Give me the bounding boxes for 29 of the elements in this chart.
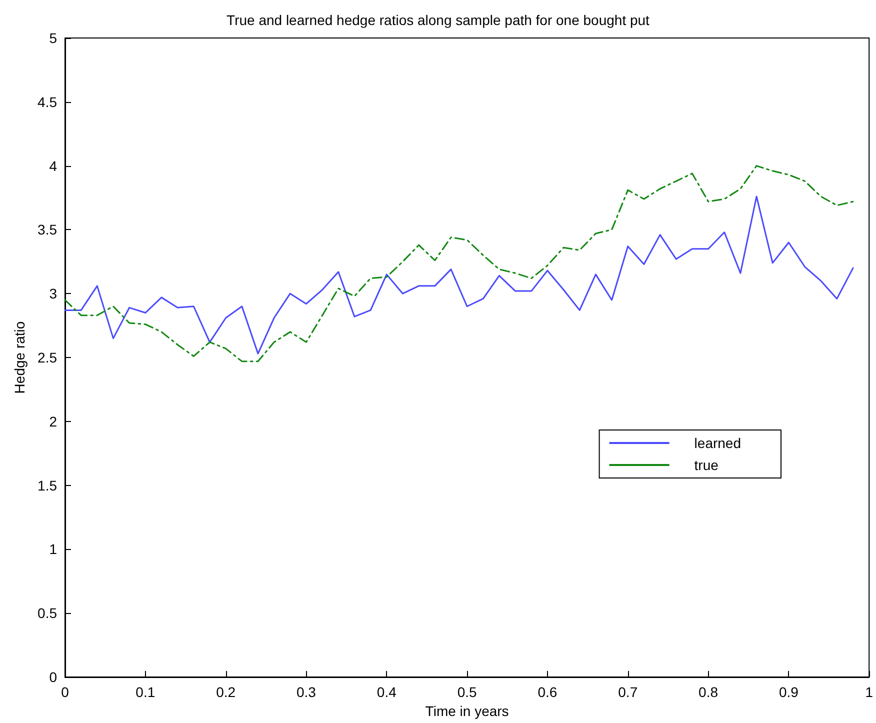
x-tick-label: 0 [61,684,70,700]
y-axis-title: Hedge ratio [12,321,28,394]
chart-title: True and learned hedge ratios along sample path for one bought put [226,12,650,28]
x-tick-label: 0.6 [538,684,558,700]
y-tick-label: 2 [49,413,58,430]
line-series [64,165,854,362]
x-axis-title: Time in years [425,702,509,719]
x-tick-label: 0.9 [778,684,799,700]
line-series [64,196,854,354]
y-tick-label: 4 [49,158,58,174]
legend-label: true [694,457,719,473]
x-tick-label: 0.4 [376,684,397,700]
y-tick-label: 2.5 [38,350,58,366]
x-tick-label: 0.8 [698,684,718,700]
y-tick-label: 1 [49,541,58,558]
x-tick-label: 0.5 [457,684,477,700]
y-tick-label: 1.5 [38,477,58,494]
x-tick-label: 1 [865,684,874,700]
y-tick-label: 0.5 [38,605,58,622]
x-tick-label: 0.1 [136,684,156,700]
y-tick-label: 5 [49,30,58,46]
y-tick-label: 3 [49,286,58,302]
x-tick-label: 0.2 [216,684,236,700]
y-tick-label: 4.5 [38,94,58,110]
x-tick-label: 0.7 [618,684,638,700]
y-tick-label: 0 [49,669,58,685]
legend-label: learned [694,435,741,451]
y-tick-label: 3.5 [38,222,58,238]
x-tick-label: 0.3 [296,684,316,700]
